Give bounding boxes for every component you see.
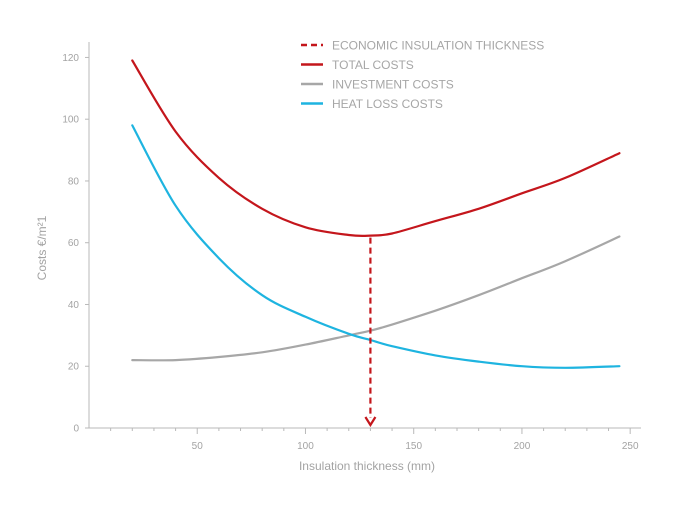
y-tick-label: 0	[73, 424, 79, 435]
y-axis-label: Costs €/m²1	[35, 215, 49, 280]
arrow-down-icon	[364, 416, 377, 428]
y-tick-label: 40	[68, 300, 80, 311]
x-axis-label: Insulation thickness (mm)	[299, 459, 435, 473]
x-tick-label: 150	[405, 441, 422, 452]
legend-label-economic-insulation-thickness: ECONOMIC INSULATION THICKNESS	[332, 39, 544, 53]
legend: ECONOMIC INSULATION THICKNESS TOTAL COSTS…	[301, 39, 544, 111]
axes	[88, 42, 641, 429]
x-tick-label: 250	[622, 441, 639, 452]
ticks: 0 20 40 60 80 100 120 50 100 150 200 250	[62, 53, 639, 452]
y-tick-label: 120	[62, 53, 79, 64]
economic-thickness-marker	[364, 237, 377, 428]
heat-loss-costs-line	[131, 124, 621, 369]
legend-label-investment-costs: INVESTMENT COSTS	[332, 78, 454, 92]
legend-label-heat-loss-costs: HEAT LOSS COSTS	[332, 97, 443, 111]
y-tick-label: 60	[68, 238, 80, 249]
x-tick-label: 200	[514, 441, 531, 452]
y-tick-label: 80	[68, 176, 80, 187]
y-tick-label: 100	[62, 115, 79, 126]
x-tick-label: 100	[297, 441, 314, 452]
legend-label-total-costs: TOTAL COSTS	[332, 58, 414, 72]
y-tick-label: 20	[68, 362, 80, 373]
x-tick-label: 50	[192, 441, 204, 452]
total-costs-line	[131, 59, 621, 238]
